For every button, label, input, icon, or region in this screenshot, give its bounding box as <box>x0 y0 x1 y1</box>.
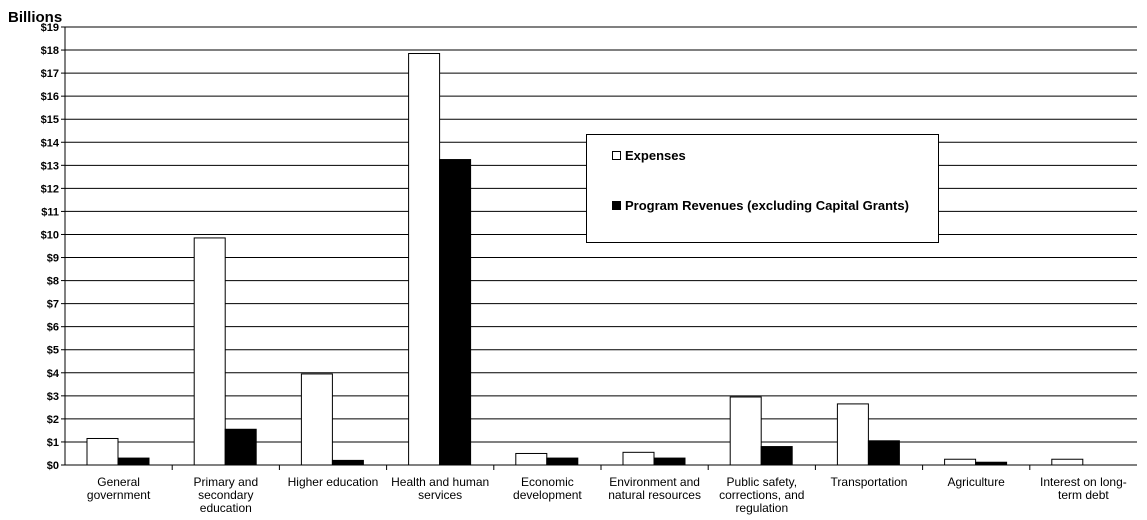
y-tick-labels: $0 $1 $2 $3 $4 $5 $6 $7 $8 $9 $10 $11 $12 $13 $14 $15 $1… <box>41 22 60 472</box>
bar-program-revenues <box>653 457 686 466</box>
bar-program-revenues <box>867 440 900 466</box>
y-tick-label: $8 <box>47 276 59 288</box>
category-label: Higher education <box>287 475 379 489</box>
y-tick-label: $13 <box>41 160 59 172</box>
legend-item-program-revenues: Program Revenues (excluding Capital Gran… <box>612 198 912 213</box>
bar-program-revenues <box>546 457 579 466</box>
bar-expenses <box>193 237 226 466</box>
category-label: Primary and secondary education <box>193 475 259 515</box>
category-label: Economic development <box>513 475 582 502</box>
bar-expenses <box>300 373 333 466</box>
category-label: Public safety, corrections, and regulati… <box>719 475 805 515</box>
legend: Expenses Program Revenues (excluding Cap… <box>586 134 939 243</box>
bar-program-revenues <box>117 457 150 466</box>
legend-label-program-revenues: Program Revenues (excluding Capital Gran… <box>625 198 909 213</box>
bar-expenses <box>515 452 548 466</box>
y-tick-label: $15 <box>41 114 59 126</box>
y-tick-label: $14 <box>41 137 60 149</box>
y-tick-label: $7 <box>47 299 59 311</box>
bar-expenses <box>836 403 869 466</box>
bar-program-revenues <box>760 446 793 466</box>
legend-label-expenses: Expenses <box>625 148 686 163</box>
y-tick-label: $12 <box>41 183 59 195</box>
y-tick-label: $2 <box>47 414 59 426</box>
bar-expenses <box>408 53 441 466</box>
y-tick-label: $3 <box>47 391 59 403</box>
y-tick-label: $19 <box>41 22 59 34</box>
y-tick-label: $0 <box>47 460 59 472</box>
bar-expenses <box>86 437 119 466</box>
y-tick-label: $9 <box>47 253 59 265</box>
legend-item-expenses: Expenses <box>612 148 686 163</box>
y-tick-label: $6 <box>47 322 59 334</box>
y-tick-label: $10 <box>41 229 59 241</box>
y-tick-label: $18 <box>41 45 59 57</box>
y-tick-label: $17 <box>41 68 59 80</box>
y-tick-label: $4 <box>47 368 60 380</box>
bar-expenses <box>1051 458 1084 466</box>
legend-swatch-program-revenues <box>612 201 621 210</box>
category-label: Interest on long-term debt <box>1040 475 1127 502</box>
gridlines <box>61 26 1137 466</box>
y-tick-label: $11 <box>41 206 59 218</box>
category-label: Transportation <box>830 475 908 489</box>
bars <box>86 53 1084 466</box>
category-label: Agriculture <box>947 475 1005 489</box>
y-axis-unit-label: Billions <box>8 9 63 26</box>
bar-expenses <box>729 396 762 466</box>
bar-expenses <box>622 451 655 466</box>
category-label: Environment and natural resources <box>608 475 701 502</box>
bar-program-revenues <box>331 459 364 466</box>
axes <box>64 27 1137 470</box>
y-tick-label: $1 <box>47 437 59 449</box>
bar-program-revenues <box>439 159 472 466</box>
bar-expenses <box>944 458 977 466</box>
category-label: Health and human services <box>391 475 490 502</box>
y-tick-label: $5 <box>47 345 59 357</box>
bar-program-revenues <box>224 428 257 466</box>
legend-swatch-expenses <box>612 151 621 160</box>
y-tick-label: $16 <box>41 91 59 103</box>
category-label: General government <box>86 475 151 502</box>
